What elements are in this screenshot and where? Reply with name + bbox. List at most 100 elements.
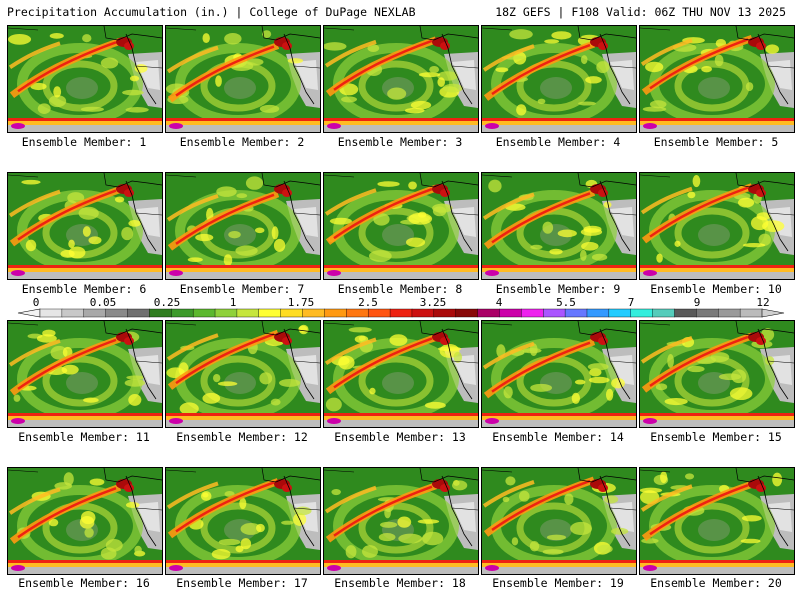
ensemble-member-map <box>481 467 637 575</box>
ensemble-member-label: Ensemble Member: 12 <box>176 430 308 444</box>
ensemble-member-map <box>7 320 163 428</box>
colorbar-tick-label: 0.05 <box>90 296 117 309</box>
ensemble-member-label: Ensemble Member: 18 <box>334 576 466 590</box>
precipitation-map <box>324 26 478 132</box>
colorbar-swatch <box>280 308 304 318</box>
precipitation-map <box>640 321 794 427</box>
ensemble-member-map <box>7 467 163 575</box>
ensemble-member-label: Ensemble Member: 6 <box>21 282 147 296</box>
colorbar-swatch <box>674 308 697 318</box>
colorbar-swatch <box>236 308 260 318</box>
colorbar-swatch <box>477 308 500 318</box>
ensemble-member-label: Ensemble Member: 16 <box>18 576 150 590</box>
precipitation-map <box>640 26 794 132</box>
colorbar-swatch <box>389 308 413 318</box>
ensemble-member-map <box>165 25 321 133</box>
colorbar-swatch <box>455 308 479 318</box>
ensemble-member-map <box>165 172 321 280</box>
precipitation-map <box>482 468 636 574</box>
colorbar-swatch <box>652 308 675 318</box>
precipitation-map <box>166 468 320 574</box>
colorbar-tick-label: 4 <box>496 296 503 309</box>
colorbar-swatch <box>739 308 763 318</box>
precipitation-map <box>640 173 794 279</box>
ensemble-member-label: Ensemble Member: 4 <box>495 135 621 149</box>
colorbar-swatch <box>214 308 238 318</box>
colorbar-swatch <box>39 308 63 318</box>
colorbar-swatch <box>564 308 588 318</box>
ensemble-member-label: Ensemble Member: 10 <box>650 282 782 296</box>
colorbar-tick-label: 0 <box>33 296 40 309</box>
ensemble-member-label: Ensemble Member: 1 <box>21 135 147 149</box>
ensemble-member-map <box>7 172 163 280</box>
precipitation-map <box>640 468 794 574</box>
ensemble-member-map <box>165 320 321 428</box>
ensemble-member-map <box>639 320 795 428</box>
ensemble-member-map <box>7 25 163 133</box>
colorbar-tick-label: 12 <box>756 296 769 309</box>
ensemble-member-label: Ensemble Member: 2 <box>179 135 305 149</box>
colorbar-swatch <box>411 308 435 318</box>
colorbar-swatch <box>61 308 85 318</box>
precipitation-map <box>482 173 636 279</box>
ensemble-member-map <box>481 320 637 428</box>
colorbar-swatch <box>521 308 544 318</box>
precipitation-map <box>166 26 320 132</box>
colorbar-swatch <box>105 308 129 318</box>
ensemble-member-label: Ensemble Member: 17 <box>176 576 308 590</box>
ensemble-member-map <box>323 320 479 428</box>
colorbar-swatch <box>324 308 347 318</box>
colorbar-swatch <box>258 308 282 318</box>
ensemble-member-label: Ensemble Member: 13 <box>334 430 466 444</box>
colorbar-swatch <box>499 308 522 318</box>
precipitation-map <box>482 26 636 132</box>
colorbar-swatch <box>149 308 172 318</box>
ensemble-member-map <box>323 467 479 575</box>
colorbar-swatch <box>302 308 325 318</box>
ensemble-member-label: Ensemble Member: 20 <box>650 576 782 590</box>
ensemble-member-label: Ensemble Member: 9 <box>495 282 621 296</box>
chart-title: Precipitation Accumulation (in.) | Colle… <box>7 5 416 19</box>
colorbar-swatch <box>346 308 369 318</box>
colorbar-swatch <box>83 308 107 318</box>
colorbar-swatch <box>127 308 150 318</box>
precipitation-map <box>8 26 162 132</box>
colorbar-swatch <box>718 308 741 318</box>
precipitation-map <box>324 173 478 279</box>
precipitation-map <box>8 321 162 427</box>
ensemble-member-label: Ensemble Member: 8 <box>337 282 463 296</box>
model-valid-time: 18Z GEFS | F108 Valid: 06Z THU NOV 13 20… <box>495 5 786 19</box>
ensemble-member-map <box>639 172 795 280</box>
colorbar-swatch <box>192 308 216 318</box>
colorbar-right-arrow <box>761 308 785 318</box>
ensemble-member-label: Ensemble Member: 11 <box>18 430 150 444</box>
ensemble-member-label: Ensemble Member: 3 <box>337 135 463 149</box>
ensemble-member-label: Ensemble Member: 19 <box>492 576 624 590</box>
precipitation-map <box>166 173 320 279</box>
colorbar-swatch <box>696 308 719 318</box>
precipitation-map <box>324 321 478 427</box>
colorbar-swatch <box>630 308 654 318</box>
ensemble-member-label: Ensemble Member: 14 <box>492 430 624 444</box>
ensemble-member-label: Ensemble Member: 5 <box>653 135 779 149</box>
precipitation-map <box>324 468 478 574</box>
precipitation-map <box>166 321 320 427</box>
precipitation-map <box>8 173 162 279</box>
colorbar-left-arrow <box>17 308 41 318</box>
ensemble-member-label: Ensemble Member: 15 <box>650 430 782 444</box>
colorbar-swatch <box>367 308 391 318</box>
ensemble-member-map <box>481 25 637 133</box>
colorbar-swatch <box>171 308 194 318</box>
colorbar-tick-label: 1 <box>230 296 237 309</box>
precipitation-map <box>482 321 636 427</box>
ensemble-member-map <box>165 467 321 575</box>
colorbar-swatch <box>586 308 610 318</box>
colorbar-tick-label: 2.5 <box>358 296 378 309</box>
ensemble-member-map <box>639 467 795 575</box>
ensemble-member-map <box>481 172 637 280</box>
ensemble-member-label: Ensemble Member: 7 <box>179 282 305 296</box>
colorbar-tick-label: 3.25 <box>420 296 447 309</box>
colorbar-tick-label: 1.75 <box>288 296 315 309</box>
colorbar-tick-label: 7 <box>628 296 635 309</box>
ensemble-member-map <box>323 172 479 280</box>
